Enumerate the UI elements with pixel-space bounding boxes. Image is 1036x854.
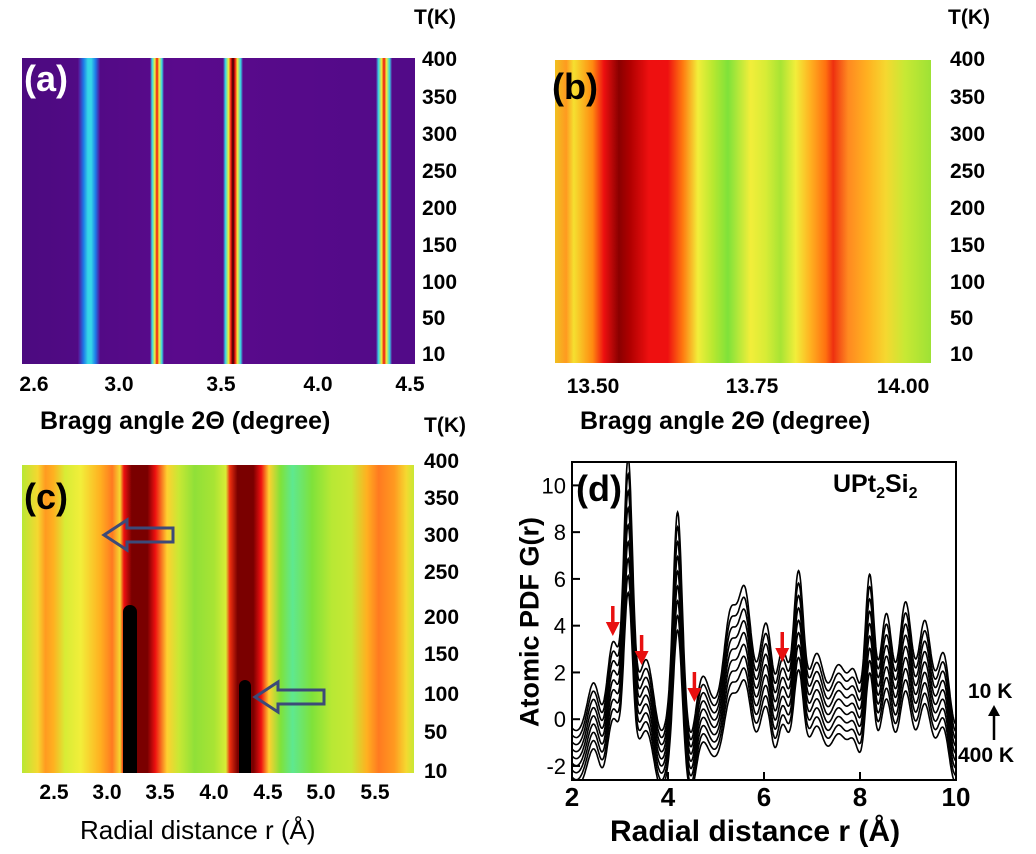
x-tick-label: 2.6 bbox=[19, 373, 49, 396]
legend-bottom-label: 400 K bbox=[958, 744, 1015, 767]
peak-stripe-a4 bbox=[376, 58, 392, 364]
y-tick-label: 2 bbox=[554, 660, 566, 685]
x-tick-label: 6 bbox=[757, 782, 771, 812]
y-tick-label: 150 bbox=[422, 234, 458, 257]
y-tick-label: 250 bbox=[424, 561, 460, 584]
x-tick-label: 10 bbox=[942, 782, 971, 812]
x-tick-label: 3.0 bbox=[92, 781, 122, 804]
panel-label-d: (d) bbox=[576, 468, 622, 509]
y-unit-b: T(K) bbox=[948, 6, 990, 29]
x-tick-label: 13.50 bbox=[566, 375, 620, 398]
x-tick-label: 4 bbox=[661, 782, 676, 812]
compound-sub1: 2 bbox=[876, 485, 885, 502]
x-axis-title-c: Radial distance r (Å) bbox=[80, 815, 316, 845]
pdf-axes: 2 4 6 8 10 -2 0 2 4 6 8 10 bbox=[542, 461, 971, 812]
y-tick-label: 10 bbox=[424, 760, 448, 783]
y-tick-label: 250 bbox=[950, 160, 986, 183]
y-tick-label: 400 bbox=[424, 450, 460, 473]
peak-stripe-a1 bbox=[78, 58, 100, 364]
y-tick-label: 100 bbox=[950, 271, 986, 294]
x-tick-label: 2 bbox=[565, 782, 579, 812]
y-tick-label: 4 bbox=[554, 614, 566, 639]
y-tick-label: 50 bbox=[424, 721, 448, 744]
y-tick-label: 100 bbox=[424, 683, 460, 706]
x-tick-label: 3.5 bbox=[145, 781, 175, 804]
red-arrow-head bbox=[687, 688, 702, 702]
y-tick-label: 400 bbox=[422, 48, 458, 71]
x-tick-label: 8 bbox=[853, 782, 867, 812]
y-unit-a: T(K) bbox=[414, 6, 456, 29]
compound-mid: Si bbox=[884, 470, 909, 498]
y-tick-label: 300 bbox=[950, 123, 986, 146]
y-tick-label: 250 bbox=[422, 160, 458, 183]
x-tick-label: 5.0 bbox=[306, 781, 336, 804]
y-tick-label: 100 bbox=[422, 271, 458, 294]
y-tick-label: 6 bbox=[554, 567, 566, 592]
panel-label-b: (b) bbox=[552, 66, 598, 107]
heatmap-c bbox=[22, 465, 414, 773]
legend-top-label: 10 K bbox=[968, 680, 1013, 703]
peak-stripe-a3 bbox=[223, 58, 243, 364]
y-tick-label: 300 bbox=[424, 524, 460, 547]
y-tick-label: 350 bbox=[950, 86, 986, 109]
y-tick-label: 400 bbox=[950, 48, 986, 71]
y-axis-title-d: Atomic PDF G(r) bbox=[514, 516, 545, 728]
y-tick-label: 150 bbox=[424, 643, 460, 666]
y-tick-label: 300 bbox=[422, 123, 458, 146]
y-tick-label: 150 bbox=[950, 234, 986, 257]
y-unit-c: T(K) bbox=[424, 414, 466, 437]
peak-stripe-a2 bbox=[150, 58, 164, 364]
y-tick-label: 200 bbox=[422, 197, 458, 220]
pdf-curves bbox=[571, 461, 957, 781]
compound-sub2: 2 bbox=[908, 485, 918, 502]
y-tick-label: 350 bbox=[424, 487, 460, 510]
x-tick-label: 13.75 bbox=[725, 375, 779, 398]
y-tick-label: 8 bbox=[554, 520, 566, 545]
compound-main: UPt bbox=[833, 470, 877, 498]
x-tick-label: 4.5 bbox=[395, 373, 425, 396]
x-tick-label: 14.00 bbox=[876, 375, 930, 398]
red-arrow-head bbox=[634, 651, 649, 665]
heatmap-a bbox=[22, 58, 415, 364]
x-axis-title-b: Bragg angle 2Θ (degree) bbox=[580, 407, 871, 435]
x-axis-title-a: Bragg angle 2Θ (degree) bbox=[40, 407, 331, 435]
x-tick-label: 4.0 bbox=[199, 781, 229, 804]
x-tick-label: 4.0 bbox=[303, 373, 333, 396]
x-tick-label: 5.5 bbox=[360, 781, 390, 804]
x-tick-label: 4.5 bbox=[253, 781, 283, 804]
y-tick-label: 50 bbox=[422, 307, 446, 330]
red-arrow-head bbox=[605, 622, 620, 636]
pdf-series-8 bbox=[572, 590, 956, 781]
panel-label-c: (c) bbox=[24, 476, 68, 517]
x-tick-label: 3.5 bbox=[206, 373, 236, 396]
y-tick-label: 350 bbox=[422, 86, 458, 109]
y-tick-label: 200 bbox=[950, 197, 986, 220]
black-core-c1 bbox=[123, 605, 137, 773]
x-axis-title-d: Radial distance r (Å) bbox=[610, 815, 901, 848]
y-tick-label: 200 bbox=[424, 606, 460, 629]
black-core-c2 bbox=[239, 680, 251, 773]
y-tick-label: 50 bbox=[950, 307, 974, 330]
x-tick-label: 3.0 bbox=[104, 373, 134, 396]
y-tick-label: 10 bbox=[950, 343, 974, 366]
x-tick-label: 2.5 bbox=[39, 781, 69, 804]
pdf-red-arrows bbox=[605, 606, 790, 702]
y-tick-label: 10 bbox=[542, 473, 566, 498]
y-tick-label: -2 bbox=[546, 754, 566, 779]
y-tick-label: 10 bbox=[422, 343, 446, 366]
panel-label-a: (a) bbox=[24, 58, 68, 99]
y-tick-label: 0 bbox=[554, 707, 566, 732]
compound-label: UPt2Si2 bbox=[833, 470, 918, 503]
red-arrow-head bbox=[775, 648, 790, 662]
heatmap-b bbox=[555, 60, 931, 363]
